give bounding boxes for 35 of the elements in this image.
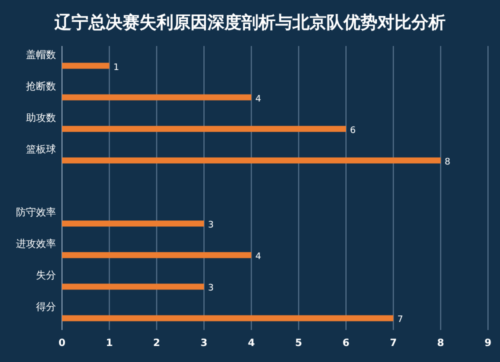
y-tick-label: 失分 [36, 270, 56, 282]
bar [62, 252, 252, 258]
data-label: 4 [255, 94, 262, 104]
data-label: 1 [113, 62, 120, 73]
data-label: 4 [255, 252, 262, 262]
x-tick-label: 2 [153, 338, 160, 349]
y-tick-label: 防守效率 [16, 206, 56, 219]
data-label: 6 [350, 126, 356, 136]
x-tick-label: 8 [437, 338, 444, 349]
y-tick-label: 助攻数 [26, 112, 56, 124]
y-tick-label: 篮板球 [26, 143, 56, 156]
bar [62, 284, 204, 290]
data-label: 7 [397, 315, 404, 326]
bar [62, 220, 204, 227]
y-tick-label: 得分 [36, 301, 56, 314]
x-tick-label: 9 [484, 338, 492, 349]
x-tick-label: 1 [106, 338, 113, 349]
bar [62, 157, 441, 164]
data-label: 8 [444, 157, 451, 168]
data-label: 3 [208, 284, 214, 294]
y-tick-label: 盖帽数 [26, 48, 56, 61]
bar [62, 126, 346, 132]
y-tick-label: 进攻效率 [16, 238, 56, 250]
y-tick-label: 抢断数 [26, 80, 56, 92]
x-tick-label: 5 [295, 338, 302, 349]
chart-title: 辽宁总决赛失利原因深度剖析与北京队优势对比分析 [54, 13, 446, 33]
x-tick-label: 6 [342, 338, 350, 349]
x-tick-label: 4 [248, 338, 255, 349]
bar [62, 62, 110, 69]
bar [62, 315, 394, 322]
x-tick-label: 0 [58, 338, 66, 349]
data-label: 3 [208, 220, 214, 231]
bar [62, 94, 252, 100]
x-tick-label: 3 [200, 338, 208, 349]
x-tick-label: 7 [390, 338, 397, 349]
